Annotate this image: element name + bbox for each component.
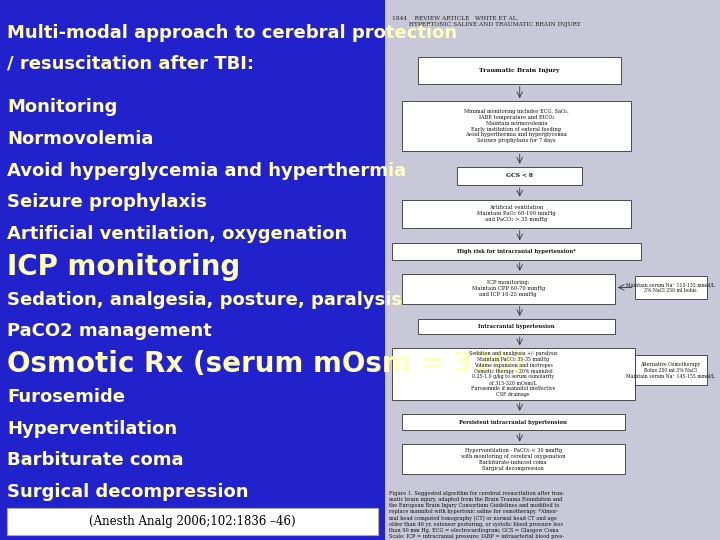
Text: Maintain serum Na⁺ 115-155 mmol/L
3% NaCl 250 ml bolus: Maintain serum Na⁺ 115-155 mmol/L 3% NaC…: [626, 282, 715, 293]
Bar: [392, 348, 634, 400]
Text: Artificial ventilation
Maintain PaO₂ 60-100 mmHg
and PaCO₂ > 35 mmHg: Artificial ventilation Maintain PaO₂ 60-…: [477, 205, 556, 222]
Text: GCS < 8: GCS < 8: [506, 173, 534, 178]
Bar: [7, 508, 378, 535]
Bar: [457, 167, 582, 185]
Text: Traumatic Brain Injury: Traumatic Brain Injury: [480, 68, 560, 73]
Text: Figure 1. Suggested algorithm for cerebral resuscitation after trau-
matic brain: Figure 1. Suggested algorithm for cerebr…: [389, 491, 564, 540]
Text: PaCO2 management: PaCO2 management: [7, 322, 212, 340]
Text: / resuscitation after TBI:: / resuscitation after TBI:: [7, 54, 254, 72]
Text: (Anesth Analg 2006;102:1836 –46): (Anesth Analg 2006;102:1836 –46): [89, 515, 296, 528]
Text: Furosemide: Furosemide: [7, 388, 125, 406]
Text: Normovolemia: Normovolemia: [7, 130, 153, 148]
Text: Hyperventilation - PaCO₂ < 30 mmHg
with monitoring of cerebral oxygenation
Barbi: Hyperventilation - PaCO₂ < 30 mmHg with …: [461, 448, 565, 470]
Text: Multi-modal approach to cerebral protection: Multi-modal approach to cerebral protect…: [7, 24, 457, 42]
Text: ICP monitoring;
Maintain CPP 60-70 mmHg
and ICP 10-25 mmHg: ICP monitoring; Maintain CPP 60-70 mmHg …: [472, 280, 545, 297]
Bar: [634, 355, 707, 386]
Text: Monitoring: Monitoring: [7, 98, 117, 116]
Text: Avoid hyperglycemia and hyperthermia: Avoid hyperglycemia and hyperthermia: [7, 161, 406, 180]
Bar: [402, 101, 631, 151]
Bar: [634, 276, 707, 299]
Text: Osmotic Rx (serum mOsm = 320): Osmotic Rx (serum mOsm = 320): [7, 350, 524, 379]
Bar: [385, 0, 720, 540]
Text: 1844    REVIEW ARTICLE   WHITE ET AL.
         HYPERTONIC SALINE AND TRAUMATIC B: 1844 REVIEW ARTICLE WHITE ET AL. HYPERTO…: [392, 16, 580, 28]
Text: Surgical decompression: Surgical decompression: [7, 483, 248, 501]
Bar: [402, 414, 625, 430]
Text: Seizure prophylaxis: Seizure prophylaxis: [7, 193, 207, 211]
Text: Hyperventilation: Hyperventilation: [7, 420, 177, 438]
Bar: [402, 274, 615, 303]
Text: Sedation and analgesia +/- paralysis
Maintain PaCO₂ 35-35 mmHg
Volume expansion : Sedation and analgesia +/- paralysis Mai…: [469, 351, 557, 397]
Text: Alternative Osmotherapy
Bolus 250 ml 3% NaCl
Maintain serum Na⁺ 145-155 mmol/L: Alternative Osmotherapy Bolus 250 ml 3% …: [626, 362, 715, 379]
Bar: [418, 57, 621, 84]
Text: Minimal monitoring includes ECG, SaO₂,
IABP, temperature and EtCO₂
Maintain norm: Minimal monitoring includes ECG, SaO₂, I…: [464, 109, 569, 143]
Text: Persistent intracranial hypertension: Persistent intracranial hypertension: [459, 420, 567, 424]
Text: High risk for intracranial hypertension*: High risk for intracranial hypertension*: [457, 249, 576, 254]
Text: ICP monitoring: ICP monitoring: [7, 253, 240, 281]
Bar: [402, 444, 625, 474]
Text: Intracranial hypertension: Intracranial hypertension: [478, 324, 554, 329]
Text: Barbiturate coma: Barbiturate coma: [7, 451, 184, 469]
Bar: [392, 243, 641, 260]
Bar: [402, 199, 631, 228]
Text: Artificial ventilation, oxygenation: Artificial ventilation, oxygenation: [7, 225, 348, 243]
Bar: [418, 319, 615, 334]
Text: Sedation, analgesia, posture, paralysis: Sedation, analgesia, posture, paralysis: [7, 291, 402, 309]
